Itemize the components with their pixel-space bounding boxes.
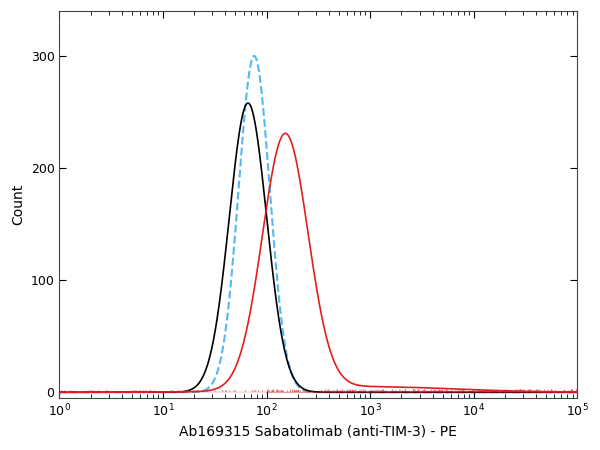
Y-axis label: Count: Count xyxy=(11,184,25,225)
X-axis label: Ab169315 Sabatolimab (anti-TIM-3) - PE: Ab169315 Sabatolimab (anti-TIM-3) - PE xyxy=(179,425,457,439)
